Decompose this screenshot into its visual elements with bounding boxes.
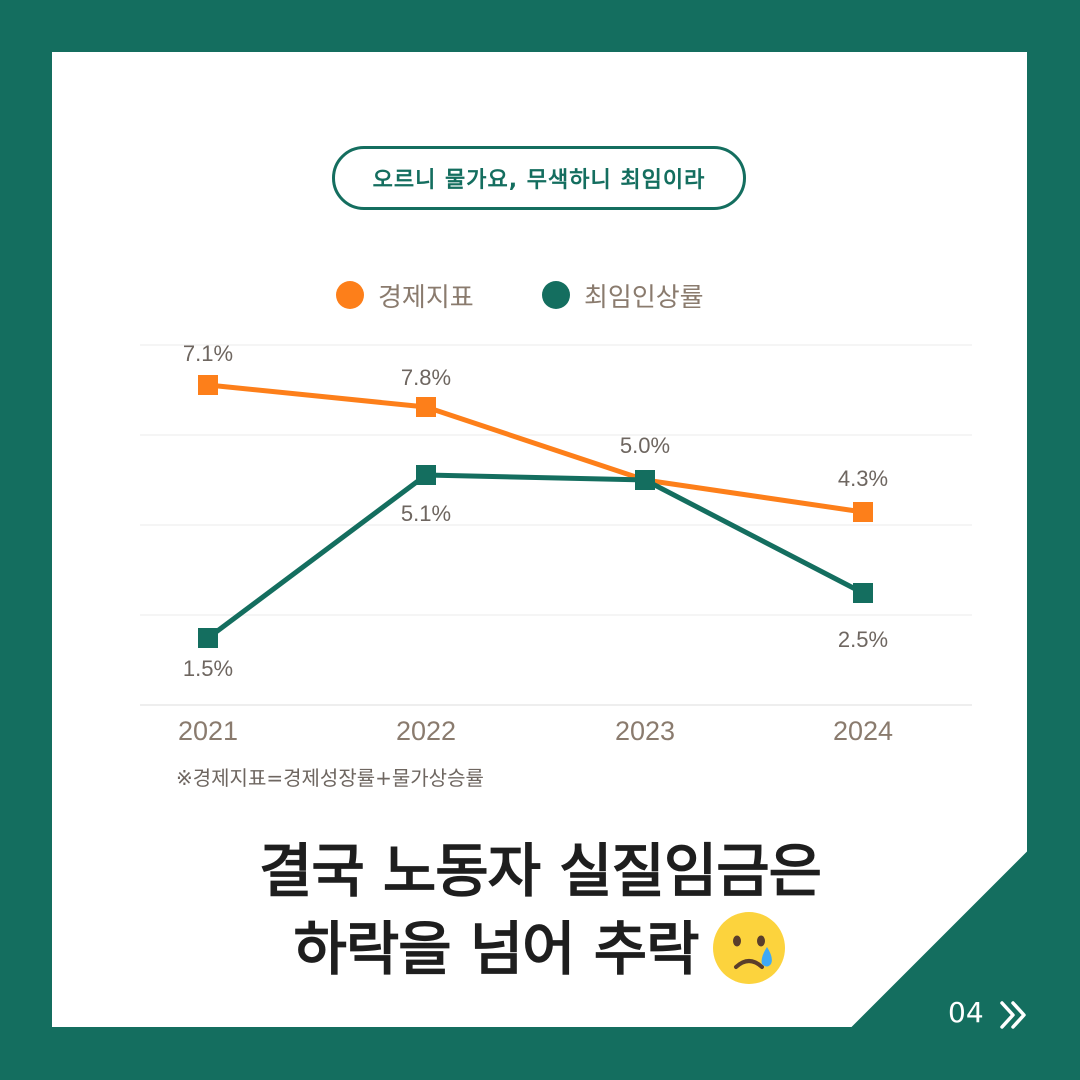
headline-line-1: 결국 노동자 실질임금은 <box>259 837 822 905</box>
x-tick-label: 2021 <box>178 716 238 746</box>
legend-label: 경제지표 <box>378 282 474 313</box>
legend-orange-dot-icon <box>336 281 364 309</box>
headline: 결국 노동자 실질임금은 하락을 넘어 추락 <box>0 832 1080 988</box>
data-point-marker <box>416 465 436 485</box>
headline-line-2-text: 하락을 넘어 추락 <box>293 915 700 983</box>
data-point-marker <box>853 502 873 522</box>
data-label: 5.0% <box>620 433 670 458</box>
data-point-marker <box>635 470 655 490</box>
series-line-economic-indicator <box>207 382 864 515</box>
legend-green-dot-icon <box>542 281 570 309</box>
legend-item-economic-indicator: 경제지표 <box>336 278 474 313</box>
legend-item-minimum-wage-increase: 최임인상률 <box>542 278 704 313</box>
data-label: 4.3% <box>838 466 888 491</box>
series-line-minimum-wage <box>206 472 865 641</box>
headline-line-2: 하락을 넘어 추락 <box>0 910 1080 988</box>
crying-face-icon <box>713 911 786 984</box>
data-point-marker <box>853 583 873 603</box>
page-number: 04 <box>948 996 984 1029</box>
data-point-marker <box>416 397 436 417</box>
title-badge: 오르니 물가요, 무색하니 최임이라 <box>332 146 746 210</box>
data-label: 7.8% <box>401 365 451 390</box>
x-tick-label: 2022 <box>396 716 456 746</box>
double-chevron-right-icon[interactable] <box>996 998 1030 1032</box>
data-label: 5.1% <box>401 501 451 526</box>
data-point-marker <box>198 628 218 648</box>
x-tick-label: 2024 <box>833 716 893 746</box>
data-label: 7.1% <box>183 341 233 366</box>
data-label: 1.5% <box>183 656 233 681</box>
x-tick-label: 2023 <box>615 716 675 746</box>
footnote: ※경제지표=경제성장률+물가상승률 <box>176 766 484 790</box>
data-label: 2.5% <box>838 627 888 652</box>
data-point-marker <box>198 375 218 395</box>
content-card <box>52 52 1027 1027</box>
legend-label: 최임인상률 <box>584 282 704 313</box>
